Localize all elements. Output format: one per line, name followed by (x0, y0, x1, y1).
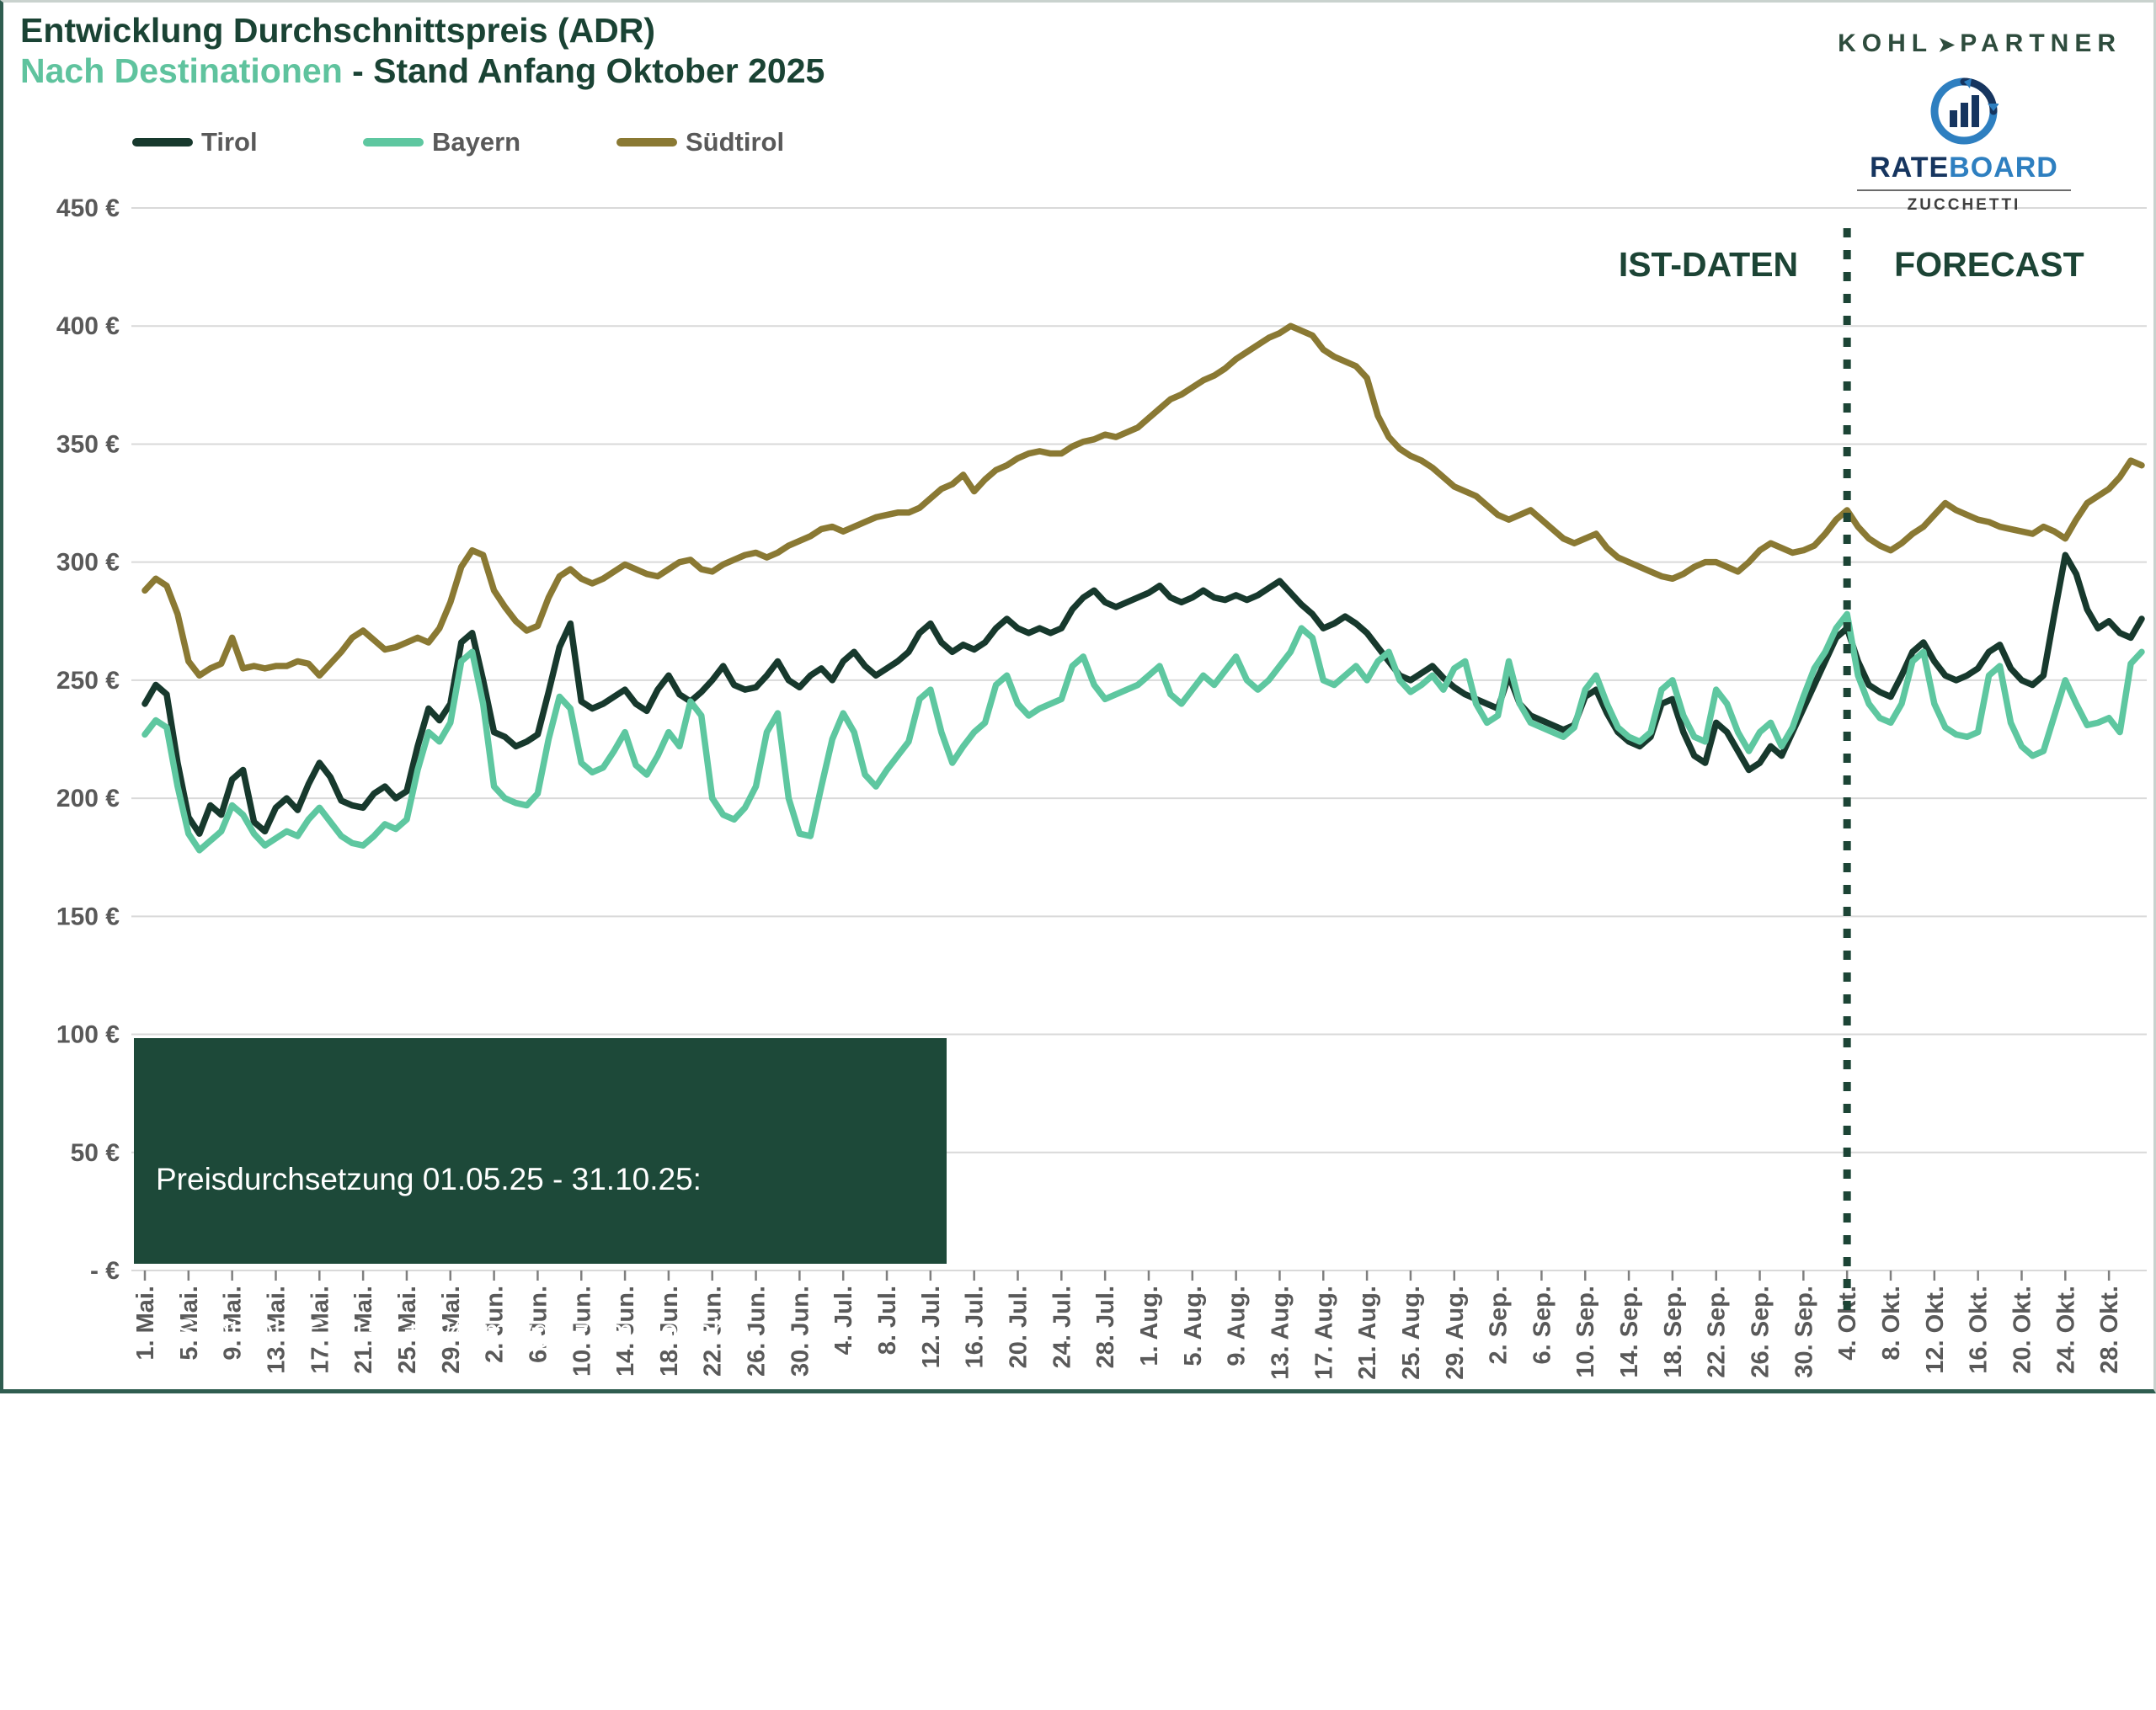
x-axis-label: 16. Okt. (1966, 1286, 1993, 1374)
series-line-südtirol (141, 322, 2145, 679)
legend-item-suedtirol: Südtirol (616, 127, 784, 157)
x-axis-label: 12. Okt. (1922, 1286, 1949, 1374)
subtitle-highlight: Nach Destinationen (20, 51, 343, 90)
x-axis-label: 14. Jun. (612, 1286, 639, 1377)
rateboard-logo: RATEBOARD ZUCCHETTI (1833, 77, 2095, 215)
x-axis-label: 1. Mai. (132, 1286, 159, 1361)
rateboard-divider (1857, 189, 2071, 191)
series-line-bayern (141, 610, 2145, 854)
y-axis-label: 450 € (56, 194, 120, 222)
x-axis-label: 17. Mai. (307, 1286, 334, 1374)
y-axis-label: 200 € (56, 785, 120, 812)
x-axis-label: 1. Aug. (1136, 1286, 1163, 1366)
rateboard-chart-icon (1930, 77, 1999, 145)
x-axis-label: 29. Aug. (1442, 1286, 1469, 1380)
x-axis-label: 9. Mai. (220, 1286, 247, 1361)
tirol-line-swatch (132, 138, 193, 146)
x-axis-label: 21. Mai. (350, 1286, 377, 1374)
subtitle-rest: - Stand Anfang Oktober 2025 (342, 51, 825, 90)
price-summary-line: - Bayern: € 230 (+1,6% im vgl. zum Vorja… (156, 1617, 770, 1651)
x-axis-label: 25. Mai. (394, 1286, 421, 1374)
legend-label-tirol: Tirol (201, 127, 258, 157)
x-axis-label: 22. Jun. (700, 1286, 727, 1377)
x-axis-label: 2. Sep. (1486, 1286, 1513, 1365)
x-axis-label: 12. Jul. (918, 1286, 945, 1368)
page-title: Entwicklung Durchschnittspreis (ADR) (20, 11, 656, 50)
x-axis-label: 18. Jun. (656, 1286, 683, 1377)
x-axis-label: 6. Jun. (525, 1286, 552, 1363)
price-summary-line: - Tirol: € 245 (+4,9% im vgl. zum Vorjah… (156, 1465, 739, 1500)
x-axis-label: 24. Jul. (1049, 1286, 1075, 1368)
price-summary-line: - Südtirol: € 315 (+7% im vgl. zum Vorja… (156, 1313, 751, 1348)
x-axis-label: 6. Sep. (1529, 1286, 1556, 1365)
y-axis-label: 250 € (56, 667, 120, 695)
x-axis-label: 8. Okt. (1878, 1286, 1905, 1361)
x-axis-label: 26. Jun. (744, 1286, 771, 1377)
x-axis-label: 2. Jun. (482, 1286, 509, 1363)
x-axis-label: 10. Sep. (1572, 1286, 1599, 1378)
x-axis-label: 8. Jul. (874, 1286, 901, 1355)
zucchetti-wordmark: ZUCCHETTI (1907, 196, 2021, 214)
x-axis-label: 21. Aug. (1354, 1286, 1381, 1380)
x-axis-label: 30. Jun. (787, 1286, 814, 1377)
forecast-label: FORECAST (1894, 245, 2084, 284)
x-axis-label: 28. Okt. (2096, 1286, 2123, 1374)
x-axis-label: 22. Sep. (1704, 1286, 1731, 1378)
legend-label-suedtirol: Südtirol (686, 127, 785, 157)
x-axis-label: 14. Sep. (1616, 1286, 1643, 1378)
adr-line-chart: 450 € 400 € 350 € 300 € 250 € 200 € 150 € 100 €… (56, 194, 2147, 1380)
price-summary-box: Preisdurchsetzung 01.05.25 - 31.10.25: -… (134, 1038, 947, 1651)
x-axis-label: 30. Sep. (1790, 1286, 1817, 1378)
suedtirol-line-swatch (616, 138, 677, 146)
x-axis-label: 5. Mai. (176, 1286, 203, 1361)
price-summary-line: Preisdurchsetzung 01.05.25 - 31.10.25: (156, 1162, 702, 1196)
rate-text: RATE (1870, 152, 1950, 184)
page-subtitle: Nach Destinationen - Stand Anfang Oktobe… (20, 51, 825, 91)
y-axis-label: 400 € (56, 312, 120, 340)
x-axis-label: 18. Sep. (1660, 1286, 1687, 1378)
x-axis-label: 4. Okt. (1834, 1286, 1861, 1361)
legend-label-bayern: Bayern (432, 127, 521, 157)
x-axis-label: 29. Mai. (438, 1286, 465, 1374)
y-axis-label: 100 € (56, 1021, 120, 1049)
kohl-wordmark: KOHL (1838, 29, 1934, 57)
x-axis-label: 13. Aug. (1267, 1286, 1294, 1380)
x-axis-label: 20. Okt. (2009, 1286, 2036, 1374)
x-axis-label: 24. Okt. (2052, 1286, 2079, 1374)
x-axis-label: 16. Jul. (962, 1286, 989, 1368)
y-axis-label: 50 € (71, 1139, 120, 1167)
x-axis-label: 28. Jul. (1092, 1286, 1119, 1368)
bayern-line-swatch (363, 138, 424, 146)
legend-item-bayern: Bayern (363, 127, 520, 157)
board-text: BOARD (1949, 152, 2058, 184)
partner-wordmark: PARTNER (1960, 29, 2121, 57)
x-axis-label: 5. Aug. (1180, 1286, 1207, 1366)
x-axis-label: 20. Jul. (1006, 1286, 1033, 1368)
ist-daten-label: IST-DATEN (1618, 245, 1799, 284)
x-axis-label: 17. Aug. (1310, 1286, 1337, 1380)
y-axis-label: - € (90, 1257, 120, 1285)
x-axis-label: 25. Aug. (1398, 1286, 1425, 1380)
legend-item-tirol: Tirol (132, 127, 258, 157)
kohl-partner-logo: KOHL ➤ PARTNER (1838, 29, 2121, 58)
x-axis-label: 4. Jul. (830, 1286, 857, 1355)
x-axis-label: 26. Sep. (1748, 1286, 1774, 1378)
x-axis-label: 13. Mai. (263, 1286, 290, 1374)
y-axis-label: 300 € (56, 549, 120, 577)
x-axis-label: 9. Aug. (1224, 1286, 1251, 1366)
y-axis-label: 150 € (56, 903, 120, 930)
rateboard-wordmark: RATEBOARD (1833, 152, 2095, 184)
x-axis-label: 10. Jun. (568, 1286, 595, 1377)
y-axis-label: 350 € (56, 430, 120, 458)
series-line-tirol (141, 551, 2145, 837)
kohl-partner-arrow-icon: ➤ (1938, 34, 1956, 56)
